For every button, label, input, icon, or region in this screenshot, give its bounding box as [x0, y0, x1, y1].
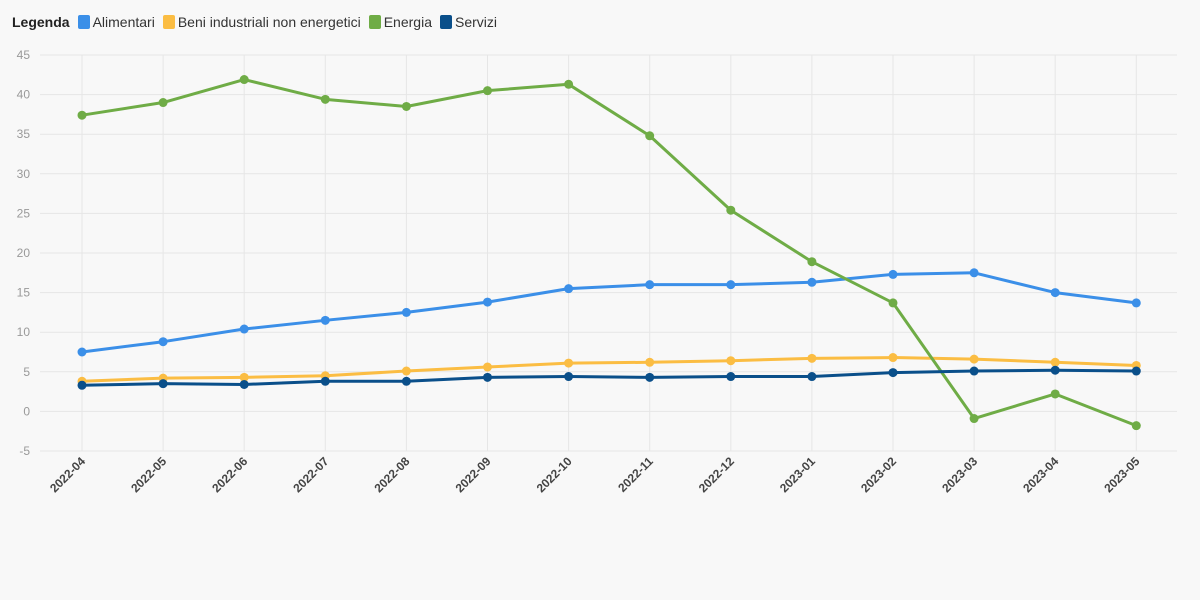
data-point[interactable]	[969, 366, 979, 376]
data-point[interactable]	[77, 347, 87, 357]
x-tick-label: 2022-12	[696, 454, 737, 495]
data-point[interactable]	[969, 414, 979, 424]
data-point[interactable]	[726, 356, 736, 366]
legend-label: Beni industriali non energetici	[177, 14, 361, 30]
series-line	[80, 368, 1138, 387]
series-line	[80, 78, 1138, 428]
data-point[interactable]	[1131, 366, 1141, 376]
y-tick-label: 15	[17, 286, 31, 300]
legend-swatch	[162, 15, 175, 29]
data-point[interactable]	[401, 366, 411, 376]
data-point[interactable]	[483, 86, 492, 96]
data-point[interactable]	[726, 205, 736, 215]
data-point[interactable]	[239, 379, 249, 389]
y-tick-label: 45	[17, 48, 31, 62]
x-tick-label: 2022-08	[371, 454, 412, 495]
y-tick-label: 0	[23, 404, 30, 418]
data-point[interactable]	[969, 354, 979, 364]
data-point[interactable]	[1050, 365, 1060, 375]
data-point[interactable]	[807, 277, 817, 287]
data-point[interactable]	[969, 268, 979, 278]
series-line	[80, 356, 1138, 383]
legend-label: Energia	[383, 14, 432, 30]
data-point[interactable]	[239, 372, 249, 382]
legend-items: Alimentari Beni industriali non energetic…	[77, 14, 505, 30]
x-tick-label: 2023-03	[939, 454, 980, 495]
legend: Legenda Alimentari Beni industriali non e…	[12, 12, 505, 32]
data-point[interactable]	[401, 376, 411, 386]
data-point[interactable]	[320, 315, 330, 325]
x-tick-label: 2023-04	[1020, 454, 1061, 495]
x-tick-label: 2022-10	[534, 454, 575, 495]
data-point[interactable]	[239, 75, 249, 85]
data-point[interactable]	[1050, 389, 1060, 399]
x-tick-label: 2022-06	[209, 454, 250, 495]
legend-item[interactable]: Alimentari	[77, 14, 155, 30]
data-point[interactable]	[888, 368, 898, 378]
data-point[interactable]	[239, 324, 249, 334]
data-point[interactable]	[645, 357, 655, 367]
legend-swatch	[439, 15, 452, 29]
x-tick-label: 2023-05	[1101, 454, 1142, 495]
y-tick-label: 40	[17, 88, 31, 102]
data-point[interactable]	[77, 380, 87, 390]
x-tick-label: 2023-01	[777, 454, 818, 495]
x-tick-label: 2022-07	[290, 454, 331, 495]
data-point[interactable]	[158, 379, 168, 389]
data-point[interactable]	[564, 372, 574, 382]
data-point[interactable]	[483, 362, 492, 372]
legend-item[interactable]: Energia	[368, 14, 432, 30]
data-point[interactable]	[483, 297, 492, 307]
legend-item[interactable]: Servizi	[439, 14, 497, 30]
y-tick-label: 30	[17, 167, 31, 181]
data-point[interactable]	[401, 307, 411, 317]
y-tick-label: 35	[17, 127, 31, 141]
data-point[interactable]	[807, 257, 817, 267]
data-point[interactable]	[158, 98, 168, 108]
data-point[interactable]	[564, 79, 574, 89]
x-tick-label: 2022-09	[453, 454, 494, 495]
data-point[interactable]	[1131, 421, 1141, 431]
x-tick-label: 2022-04	[47, 454, 88, 495]
legend-label: Alimentari	[92, 14, 155, 30]
series-line	[80, 271, 1138, 354]
data-point[interactable]	[320, 376, 330, 386]
y-tick-label: 5	[23, 365, 30, 379]
data-point[interactable]	[807, 353, 817, 363]
legend-title: Legenda	[12, 14, 70, 30]
data-point[interactable]	[807, 372, 817, 382]
legend-label: Servizi	[454, 14, 497, 30]
data-point[interactable]	[158, 337, 168, 347]
y-tick-label: 20	[17, 246, 31, 260]
data-point[interactable]	[645, 372, 655, 382]
data-point[interactable]	[1050, 288, 1060, 298]
data-point[interactable]	[645, 280, 655, 290]
y-tick-label: 10	[17, 325, 31, 339]
y-tick-label: 25	[17, 206, 31, 220]
x-tick-label: 2023-02	[858, 454, 899, 495]
data-point[interactable]	[77, 110, 87, 120]
data-point[interactable]	[320, 94, 330, 104]
data-point[interactable]	[1131, 298, 1141, 308]
data-point[interactable]	[888, 269, 898, 279]
data-point[interactable]	[564, 358, 574, 368]
data-point[interactable]	[888, 353, 898, 363]
data-point[interactable]	[645, 131, 655, 141]
data-point[interactable]	[726, 372, 736, 382]
data-point[interactable]	[1050, 357, 1060, 367]
legend-swatch	[77, 15, 90, 29]
data-point[interactable]	[726, 280, 736, 290]
x-tick-label: 2022-11	[615, 454, 656, 495]
y-tick-label: -5	[19, 444, 30, 458]
data-point[interactable]	[483, 372, 492, 382]
legend-item[interactable]: Beni industriali non energetici	[162, 14, 361, 30]
data-point[interactable]	[564, 284, 574, 294]
x-tick-label: 2022-05	[128, 454, 169, 495]
data-point[interactable]	[401, 101, 411, 111]
legend-swatch	[368, 15, 381, 29]
data-point[interactable]	[888, 298, 898, 308]
